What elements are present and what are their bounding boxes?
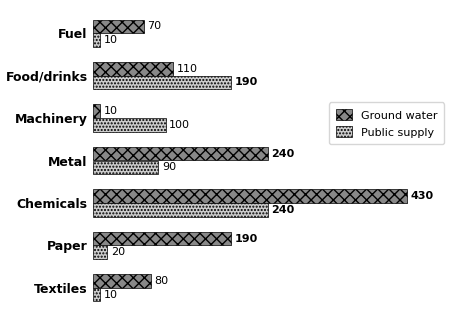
Text: 240: 240	[271, 205, 295, 215]
Text: 240: 240	[271, 149, 295, 159]
Bar	[93, 33, 100, 47]
Text: 100: 100	[169, 120, 190, 130]
Text: 70: 70	[147, 22, 162, 31]
Bar	[93, 76, 231, 89]
Text: 90: 90	[162, 162, 176, 172]
Bar	[93, 105, 100, 118]
Bar	[93, 147, 268, 160]
Bar	[93, 232, 231, 245]
Bar	[93, 62, 173, 76]
Bar	[93, 160, 158, 174]
Text: 20: 20	[111, 247, 125, 257]
Text: 190: 190	[235, 77, 258, 87]
Bar	[93, 189, 406, 203]
Bar	[93, 20, 144, 33]
Bar	[93, 203, 268, 216]
Bar	[93, 118, 166, 132]
Bar	[93, 288, 100, 301]
Legend: Ground water, Public supply: Ground water, Public supply	[329, 102, 445, 144]
Text: 430: 430	[410, 191, 433, 201]
Text: 110: 110	[176, 64, 198, 74]
Text: 10: 10	[104, 35, 117, 45]
Text: 80: 80	[155, 276, 169, 286]
Text: 10: 10	[104, 106, 117, 116]
Text: 10: 10	[104, 290, 117, 299]
Text: 190: 190	[235, 234, 258, 244]
Bar	[93, 245, 107, 259]
Bar	[93, 274, 151, 288]
